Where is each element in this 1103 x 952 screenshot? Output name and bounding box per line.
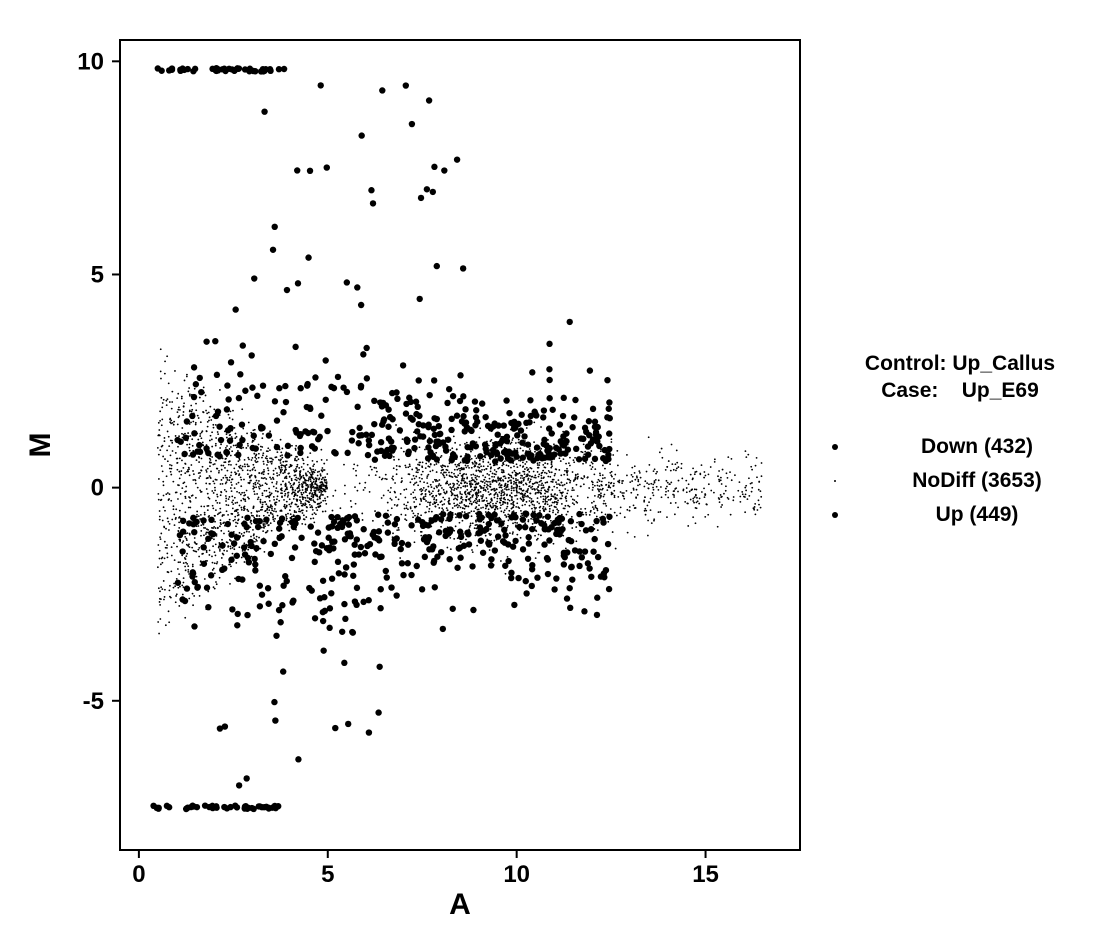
svg-text:0: 0 [91, 475, 104, 502]
svg-text:10: 10 [77, 48, 104, 75]
svg-text:10: 10 [503, 861, 530, 888]
legend-marker-up [830, 510, 864, 520]
legend: Control: Up_Callus Case: Up_E69 Down (43… [830, 350, 1090, 537]
legend-title: Control: Up_Callus Case: Up_E69 [830, 350, 1090, 405]
legend-item-down: Down (432) [830, 435, 1090, 459]
legend-marker-nodiff [830, 476, 864, 486]
svg-text:A: A [449, 888, 471, 921]
legend-items: Down (432) NoDiff (3653) Up (449) [830, 435, 1090, 527]
svg-text:5: 5 [91, 261, 104, 288]
svg-text:-5: -5 [83, 688, 104, 715]
svg-text:15: 15 [692, 861, 719, 888]
legend-label-up: Up (449) [864, 503, 1090, 527]
legend-item-up: Up (449) [830, 503, 1090, 527]
chart-container: 0 5 10 15 -5 0 5 10 A M Control: Up_Callus Case: … [0, 0, 1103, 952]
legend-case-line: Case: Up_E69 [830, 377, 1090, 404]
svg-text:M: M [24, 433, 57, 458]
legend-item-nodiff: NoDiff (3653) [830, 469, 1090, 493]
svg-text:5: 5 [321, 861, 334, 888]
legend-label-nodiff: NoDiff (3653) [864, 469, 1090, 493]
svg-text:0: 0 [132, 861, 145, 888]
legend-marker-down [830, 442, 864, 452]
legend-control-line: Control: Up_Callus [830, 350, 1090, 377]
legend-label-down: Down (432) [864, 435, 1090, 459]
